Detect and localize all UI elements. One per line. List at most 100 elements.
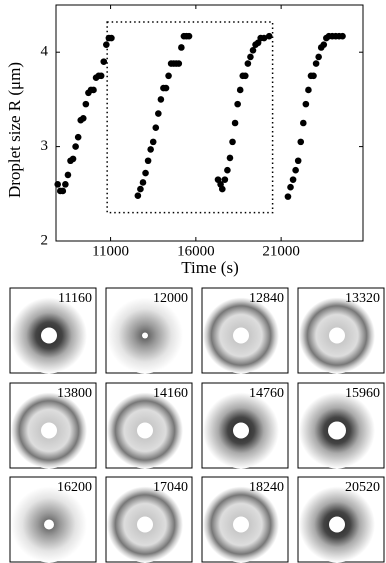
panel-label: 14160 [153,386,188,401]
beam-stop [44,519,54,530]
data-point [312,60,320,67]
highlight-box [106,21,274,214]
beam-stop [233,516,249,533]
data-point [178,44,185,51]
image-panel: 14160 [105,382,193,469]
data-point [79,114,87,122]
data-point [247,53,254,61]
plot-frame [55,4,364,242]
data-point [74,133,82,141]
beam-stop [137,422,153,439]
data-point [134,192,142,199]
image-panel: 11160 [9,287,97,374]
data-point [137,185,144,193]
data-point [302,100,310,108]
beam-stop [328,421,346,440]
image-panel: 17040 [105,476,193,563]
data-point [224,166,231,174]
data-point [260,34,268,42]
panel-label: 13800 [57,386,92,401]
data-point [284,193,292,200]
data-point [287,183,294,191]
data-point [339,32,346,40]
image-panel: 12840 [201,287,289,374]
y-tick-label: 4 [41,44,49,60]
panel-label: 17040 [153,480,188,495]
image-panel: 12000 [105,287,193,374]
data-point [97,72,105,80]
image-panel: 15960 [297,382,385,469]
data-point [142,169,149,177]
data-point [297,138,305,146]
beam-stop [137,516,153,533]
data-point [185,32,193,40]
y-tick-label: 3 [41,138,49,154]
data-point [315,53,322,61]
data-point [292,166,299,174]
data-point [54,181,62,188]
data-point [149,138,157,146]
data-point [103,41,110,48]
beam-stop [329,516,345,533]
data-point [147,146,154,153]
data-point [229,138,236,146]
panel-label: 13320 [345,291,380,306]
image-panel: 18240 [201,476,289,563]
x-tick-label: 21000 [262,243,300,259]
panel-label: 14760 [249,386,284,401]
panel-label: 12000 [153,291,188,306]
panel-label: 16200 [57,480,92,495]
data-point [305,86,312,94]
data-point [249,47,257,54]
data-point [265,32,273,40]
panel-label: 20520 [345,480,380,495]
x-tick-label: 11000 [92,243,129,259]
x-tick-label: 16000 [177,243,215,259]
data-point [90,86,97,94]
image-panel: 13320 [297,287,385,374]
data-point [165,72,172,80]
beam-stop [233,327,249,344]
image-panel: 16200 [9,476,97,563]
data-point [242,72,249,80]
data-point [236,86,244,94]
data-point [244,60,252,67]
data-point [72,143,79,150]
data-point [320,41,328,48]
data-point [69,155,77,163]
data-point [231,119,239,127]
data-point [155,110,162,117]
data-point [108,34,115,42]
image-panel: 13800 [9,382,97,469]
data-point [221,176,229,183]
data-point [310,72,317,80]
panel-label: 18240 [249,480,284,495]
data-point [144,157,152,165]
beam-stop [142,332,148,339]
data-point [294,157,302,165]
image-panel: 20520 [297,476,385,563]
data-point [218,185,226,193]
beam-stop [233,422,249,439]
data-point [62,181,69,188]
x-axis-label: Time (s) [181,258,238,277]
data-point [59,187,67,195]
image-panel: 14760 [201,382,289,469]
data-point [162,84,170,92]
data-point [175,60,183,67]
panel-label: 11160 [58,291,92,306]
panel-label: 15960 [345,386,380,401]
data-point [234,100,241,108]
data-point [64,171,72,179]
data-point [100,58,108,65]
beam-stop [41,422,57,439]
data-point [152,124,160,132]
panel-label: 12840 [249,291,284,306]
data-point [139,179,147,186]
data-point [157,96,165,103]
data-point [226,154,234,162]
y-axis-label: Droplet size R (μm) [5,62,24,198]
data-point [82,100,90,108]
beam-stop [41,327,57,344]
